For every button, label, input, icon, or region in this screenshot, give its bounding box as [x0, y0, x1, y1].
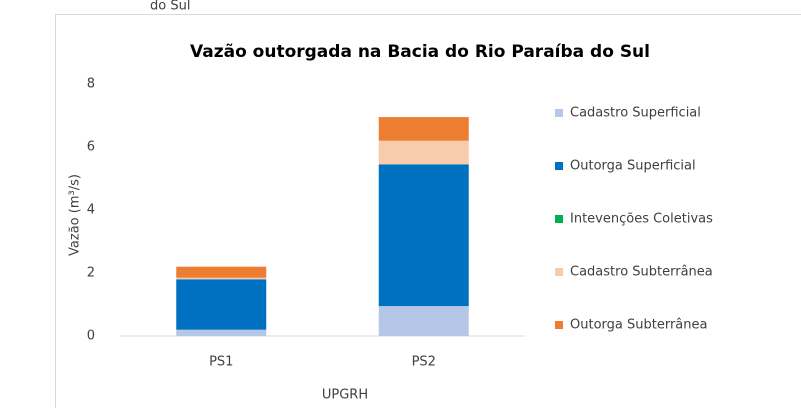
bar-segment: [176, 277, 267, 280]
y-tick-label: 8: [87, 77, 95, 92]
bar-segment: [378, 117, 469, 141]
legend-label: Outorga Subterrânea: [570, 318, 707, 333]
y-tick-label: 4: [87, 203, 95, 218]
chart-title: Vazão outorgada na Bacia do Rio Paraíba …: [190, 42, 650, 62]
caption: do Sul: [150, 0, 190, 14]
legend-swatch: [555, 321, 563, 329]
legend-label: Cadastro Superficial: [570, 106, 701, 121]
bar-segment: [176, 329, 267, 336]
y-tick-label: 6: [87, 140, 95, 155]
legend-swatch: [555, 268, 563, 276]
bar-segment: [176, 279, 267, 330]
x-tick-label: PS2: [412, 355, 436, 370]
bar-segment: [378, 140, 469, 165]
legend-label: Intevenções Coletivas: [570, 212, 713, 227]
legend-label: Outorga Superficial: [570, 159, 696, 174]
y-tick-label: 2: [87, 266, 95, 281]
bar-segment: [378, 306, 469, 336]
bar-segment: [176, 266, 267, 278]
x-tick-label: PS1: [209, 355, 233, 370]
legend-swatch: [555, 162, 563, 170]
legend-label: Cadastro Subterrânea: [570, 265, 713, 280]
legend-swatch: [555, 109, 563, 117]
y-tick-label: 0: [87, 329, 95, 344]
y-axis-title: Vazão (m³/s): [68, 174, 83, 256]
legend-swatch: [555, 215, 563, 223]
bar-segment: [378, 164, 469, 307]
x-axis-title: UPGRH: [322, 388, 368, 403]
